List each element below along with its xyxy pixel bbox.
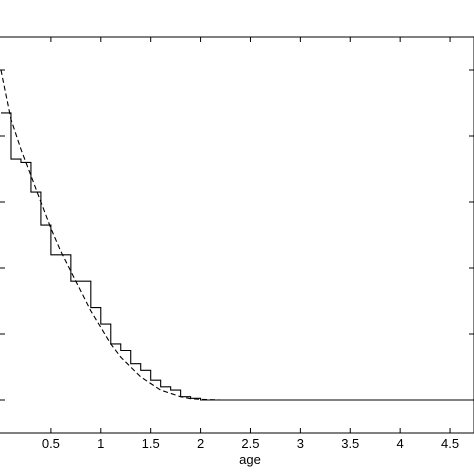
dashed-series-line [0, 69, 474, 401]
x-tick-label-0: 0.5 [42, 436, 60, 451]
x-tick-label-8: 4.5 [441, 436, 459, 451]
x-tick-label-2: 1.5 [142, 436, 160, 451]
series-layer [0, 69, 474, 401]
x-tick-label-6: 3.5 [341, 436, 359, 451]
step-series-line [1, 112, 474, 401]
x-tick-label-7: 4 [397, 436, 404, 451]
x-tick-label-5: 3 [297, 436, 304, 451]
x-tick-label-3: 2 [197, 436, 204, 451]
plot-frame [0, 36, 474, 434]
x-ticks: 0.5 1 1.5 2 2.5 3 3.5 4 4.5 [42, 37, 459, 451]
x-axis-label: age [239, 452, 261, 467]
x-tick-label-1: 1 [97, 436, 104, 451]
x-tick-label-4: 2.5 [241, 436, 259, 451]
